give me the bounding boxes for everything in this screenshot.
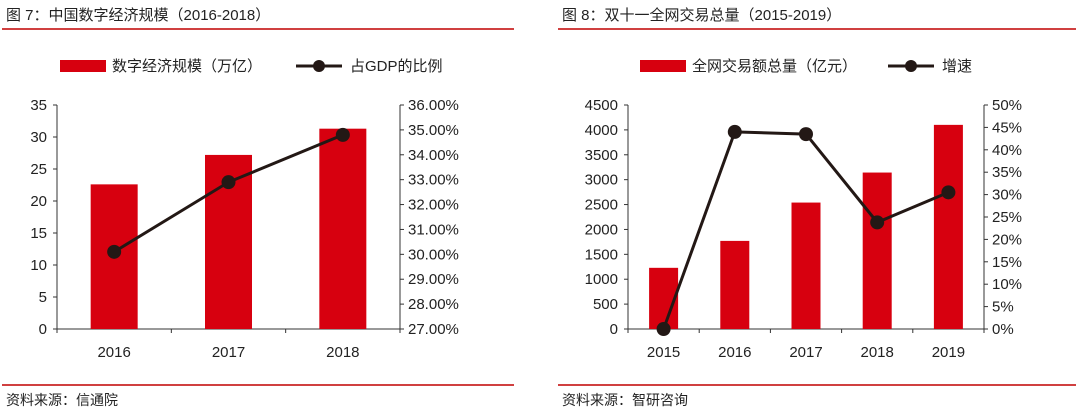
left-tick-label: 25 <box>30 161 47 178</box>
line-point <box>107 244 122 259</box>
legend-line-label: 增速 <box>942 58 972 75</box>
right-tick-label: 29.00% <box>408 271 459 288</box>
left-tick-label: 5 <box>39 289 47 306</box>
line-point <box>727 124 742 139</box>
left-tick-label: 3000 <box>585 172 618 189</box>
legend-bar-label: 全网交易额总量（亿元） <box>692 57 857 75</box>
line-point <box>941 185 956 200</box>
right-tick-label: 25% <box>992 209 1022 226</box>
left-tick-label: 2000 <box>585 221 618 238</box>
left-tick-label: 500 <box>593 296 618 313</box>
bar <box>862 172 892 329</box>
chart-title: 图 8：双十一全网交易总量（2015-2019） <box>562 6 841 24</box>
left-tick-label: 20 <box>30 193 47 210</box>
line-point <box>656 322 671 336</box>
left-tick-label: 4500 <box>585 97 618 114</box>
right-tick-label: 40% <box>992 142 1022 159</box>
legend-line-label: 占GDP的比例 <box>350 58 443 75</box>
bar <box>720 240 750 329</box>
x-tick-label: 2017 <box>212 344 245 361</box>
x-tick-label: 2019 <box>932 344 965 361</box>
legend-line-marker <box>905 60 917 72</box>
right-tick-label: 5% <box>992 299 1014 316</box>
legend-line-marker <box>313 60 325 72</box>
right-tick-label: 28.00% <box>408 296 459 313</box>
right-tick-label: 33.00% <box>408 172 459 189</box>
line-point <box>335 127 350 142</box>
left-tick-label: 10 <box>30 257 47 274</box>
legend-bar-swatch <box>640 60 686 72</box>
x-tick-label: 2017 <box>789 344 822 361</box>
right-tick-label: 27.00% <box>408 321 459 338</box>
right-tick-label: 36.00% <box>408 97 459 114</box>
x-tick-label: 2016 <box>97 344 130 361</box>
right-tick-label: 45% <box>992 119 1022 136</box>
right-tick-label: 30% <box>992 187 1022 204</box>
right-tick-label: 34.00% <box>408 147 459 164</box>
left-tick-label: 30 <box>30 129 47 146</box>
line-point <box>799 127 813 142</box>
bar <box>791 202 821 329</box>
right-tick-label: 15% <box>992 254 1022 271</box>
left-tick-label: 15 <box>30 225 47 242</box>
bar <box>933 124 963 330</box>
left-tick-label: 35 <box>30 97 47 114</box>
right-tick-label: 20% <box>992 231 1022 248</box>
x-tick-label: 2016 <box>718 344 751 361</box>
right-tick-label: 35.00% <box>408 122 459 139</box>
right-tick-label: 10% <box>992 276 1022 293</box>
x-tick-label: 2015 <box>647 344 680 361</box>
x-tick-label: 2018 <box>326 344 359 361</box>
left-tick-label: 0 <box>610 321 618 338</box>
right-tick-label: 50% <box>992 97 1022 114</box>
line-point <box>221 175 236 190</box>
right-tick-label: 0% <box>992 321 1014 338</box>
source-note: 资料来源：信通院 <box>6 392 118 408</box>
right-tick-label: 32.00% <box>408 197 459 214</box>
left-tick-label: 2500 <box>585 197 618 214</box>
right-tick-label: 31.00% <box>408 221 459 238</box>
left-tick-label: 1500 <box>585 246 618 263</box>
legend-bar-swatch <box>60 60 106 72</box>
bar <box>319 128 367 329</box>
left-tick-label: 4000 <box>585 122 618 139</box>
right-tick-label: 35% <box>992 164 1022 181</box>
source-note: 资料来源：智研咨询 <box>562 392 688 408</box>
legend-bar-label: 数字经济规模（万亿） <box>112 58 262 75</box>
x-tick-label: 2018 <box>861 344 894 361</box>
right-tick-label: 30.00% <box>408 246 459 263</box>
chart-title: 图 7：中国数字经济规模（2016-2018） <box>6 7 270 24</box>
left-tick-label: 0 <box>39 321 47 338</box>
left-tick-label: 3500 <box>585 147 618 164</box>
line-point <box>870 215 885 230</box>
left-tick-label: 1000 <box>585 271 618 288</box>
